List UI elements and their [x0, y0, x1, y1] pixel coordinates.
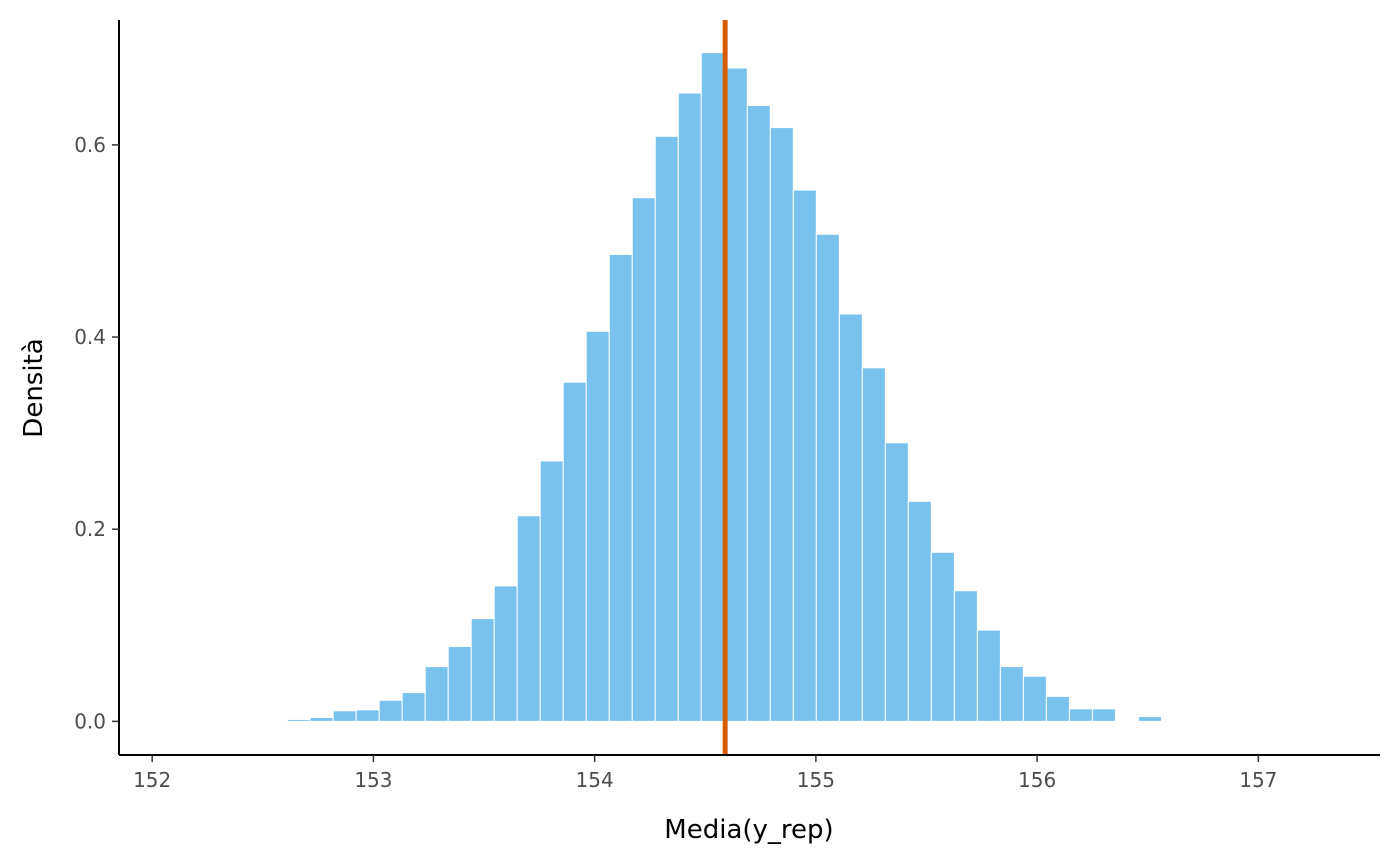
histogram-bar [1137, 716, 1162, 722]
histogram-bar [838, 313, 863, 722]
histogram-bar [1022, 675, 1047, 722]
histogram-bar [447, 645, 472, 722]
y-axis-ticks: 0.0 0.2 0.4 0.6 [74, 133, 119, 733]
histogram-bar [1091, 708, 1116, 722]
histogram-bar [585, 330, 610, 722]
histogram-bar [608, 253, 633, 722]
histogram-bar [539, 460, 564, 722]
histogram-bar [631, 197, 656, 722]
histogram-bar [792, 189, 817, 722]
histogram-bar [677, 92, 702, 722]
histogram-bar [1045, 695, 1070, 722]
histogram-bar [286, 718, 311, 722]
histogram-bar [907, 500, 932, 722]
histogram-bar [493, 585, 518, 722]
histogram-bar [1068, 708, 1093, 722]
histogram-bar [700, 52, 725, 722]
histogram-bar [930, 551, 955, 722]
histogram-bar [861, 367, 886, 722]
x-tick-label: 156 [1018, 768, 1056, 792]
histogram-bar [654, 135, 679, 722]
histogram-bar [884, 442, 909, 722]
histogram-bar [355, 709, 380, 722]
y-tick-label: 0.2 [74, 517, 106, 541]
histogram-bar [723, 67, 748, 722]
histogram-bar [769, 127, 794, 722]
histogram-bar [1114, 719, 1139, 722]
histogram-bar [562, 381, 587, 722]
x-tick-label: 154 [576, 768, 614, 792]
x-tick-label: 152 [133, 768, 171, 792]
histogram-bar [424, 666, 449, 722]
histogram-bars [286, 52, 1162, 722]
histogram-bar [309, 717, 334, 722]
x-axis-title: Media(y_rep) [664, 815, 833, 845]
y-tick-label: 0.6 [74, 133, 106, 157]
histogram-bar [815, 233, 840, 722]
y-tick-label: 0.0 [74, 709, 106, 733]
histogram-bar [746, 105, 771, 722]
y-axis-title: Densità [19, 338, 49, 437]
y-tick-label: 0.4 [74, 325, 106, 349]
histogram-bar [378, 699, 403, 722]
x-tick-label: 157 [1239, 768, 1277, 792]
histogram-bar [332, 710, 357, 722]
histogram-bar [516, 515, 541, 722]
histogram-bar [953, 590, 978, 722]
x-tick-label: 153 [354, 768, 392, 792]
histogram-bar [401, 692, 426, 722]
histogram-bar [470, 618, 495, 722]
x-tick-label: 155 [797, 768, 835, 792]
x-axis-ticks: 152 153 154 155 156 157 [133, 755, 1277, 792]
histogram-bar [976, 629, 1001, 722]
histogram-bar [999, 666, 1024, 722]
